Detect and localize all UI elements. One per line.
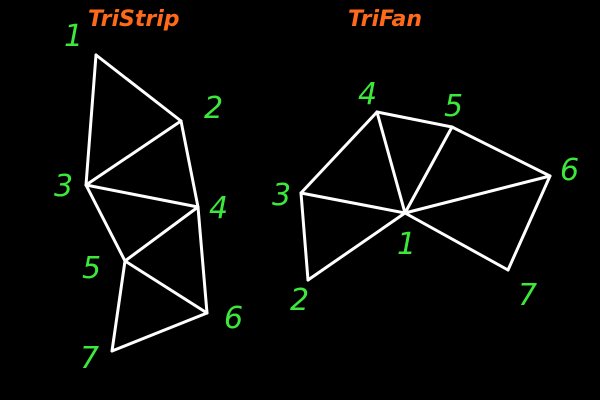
trifan-edge-1-4 — [375, 110, 407, 215]
tristrip-vertex-label: 7 — [80, 341, 99, 376]
tristrip-edges — [84, 53, 209, 353]
tristrip-edge-1-3 — [84, 53, 98, 187]
tristrip-vertex-label: 3 — [54, 169, 73, 204]
tristrip-edge-2-3 — [84, 119, 183, 187]
tristrip-vertex-label: 5 — [82, 251, 101, 286]
trifan-vertex-label: 5 — [444, 89, 463, 124]
trifan-edge-1-5 — [403, 125, 454, 215]
tristrip-vertex-label: 6 — [224, 301, 243, 336]
tristrip-edge-6-7 — [110, 311, 209, 353]
tristrip-title: TriStrip — [88, 7, 179, 32]
trifan-vertex-label: 4 — [358, 77, 377, 112]
tristrip-vertex-labels: 1 2 3 4 5 6 7 — [54, 19, 243, 376]
trifan-edge-1-2 — [306, 211, 407, 282]
tristrip-edge-4-6 — [196, 205, 209, 315]
trifan-edge-6-7 — [506, 174, 552, 272]
tristrip-vertex-label: 1 — [64, 19, 83, 54]
trifan-edge-1-3 — [299, 191, 407, 215]
tristrip-edge-1-2 — [94, 53, 183, 123]
tristrip-edge-3-5 — [84, 183, 127, 263]
trifan-vertex-label: 1 — [397, 227, 416, 262]
tristrip-edge-5-7 — [110, 259, 127, 353]
trifan-edge-3-4 — [299, 110, 379, 195]
trifan-edge-1-7 — [403, 211, 510, 272]
trifan-vertex-label: 7 — [518, 278, 537, 313]
tristrip-edge-4-5 — [123, 205, 200, 263]
tristrip-edge-2-4 — [179, 119, 200, 209]
trifan-edge-1-6 — [403, 174, 552, 215]
trifan-vertex-label: 2 — [290, 283, 309, 318]
trifan-edges — [299, 110, 552, 282]
trifan-edge-2-3 — [299, 191, 310, 282]
trifan-vertex-label: 6 — [560, 153, 579, 188]
tristrip-edge-5-6 — [123, 259, 209, 315]
trifan-edge-5-6 — [450, 125, 552, 178]
trifan-title: TriFan — [348, 7, 422, 32]
tristrip-vertex-label: 2 — [204, 91, 223, 126]
trifan-vertex-label: 3 — [272, 178, 291, 213]
tristrip-vertex-label: 4 — [209, 191, 228, 226]
tristrip-edge-3-4 — [84, 183, 200, 209]
trifan-edge-4-5 — [375, 110, 454, 129]
trifan-vertex-labels: 1 2 3 4 5 6 7 — [272, 77, 579, 318]
